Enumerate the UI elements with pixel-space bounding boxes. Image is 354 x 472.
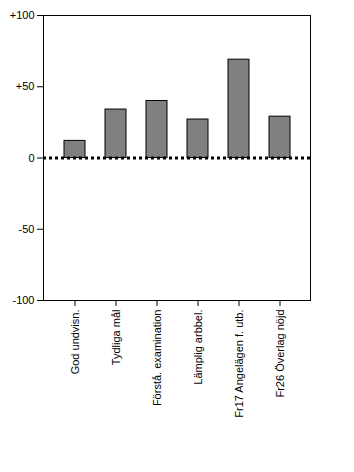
svg-text:Förstå. examination: Förstå. examination bbox=[151, 310, 163, 407]
svg-text:Fr17 Angelägen f. utb.: Fr17 Angelägen f. utb. bbox=[233, 310, 245, 418]
svg-text:Tydliga mål: Tydliga mål bbox=[110, 310, 122, 366]
svg-text:-100: -100 bbox=[12, 294, 34, 306]
svg-text:-50: -50 bbox=[19, 223, 35, 235]
svg-text:0: 0 bbox=[28, 152, 34, 164]
svg-text:God undvisn.: God undvisn. bbox=[69, 310, 81, 375]
svg-text:Lämplig arbbel.: Lämplig arbbel. bbox=[192, 310, 204, 385]
svg-text:Fr26 Överlag nöjd: Fr26 Överlag nöjd bbox=[274, 310, 286, 398]
svg-text:+100: +100 bbox=[10, 9, 35, 21]
svg-text:+50: +50 bbox=[16, 80, 35, 92]
